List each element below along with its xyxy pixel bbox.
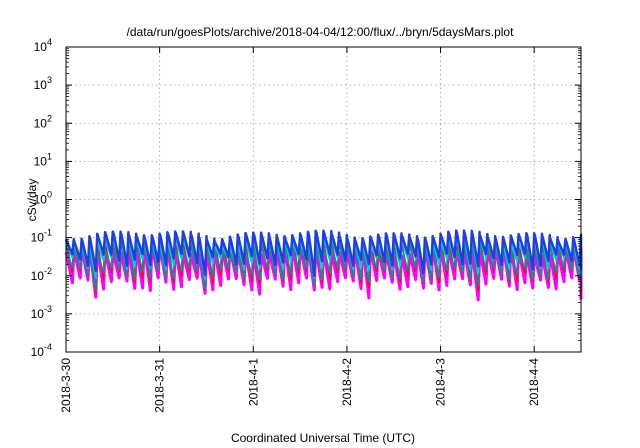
y-axis-label-group: cSv/day [25, 179, 39, 222]
y-tick-label: 103 [34, 75, 52, 92]
y-tick-label: 10-1 [31, 228, 52, 245]
y-axis-label: cSv/day [25, 179, 39, 222]
y-tick-label: 10-3 [31, 304, 52, 321]
grid-lines [65, 46, 581, 353]
y-tick-label: 101 [34, 151, 52, 168]
y-tick-label: 102 [34, 113, 52, 130]
y-tick-label: 10-4 [31, 342, 52, 359]
x-tick-label: 2018-4-4 [527, 358, 541, 406]
y-tick-label: 104 [34, 37, 52, 54]
y-tick-label: 10-2 [31, 266, 52, 283]
x-tick-label: 2018-4-2 [340, 358, 354, 406]
x-tick-label: 2018-4-1 [246, 358, 260, 406]
series-group [64, 229, 583, 302]
series-line-5 [64, 229, 583, 277]
chart-title: /data/run/goesPlots/archive/2018-04-04/1… [127, 25, 515, 39]
x-tick-label: 2018-3-30 [59, 358, 73, 413]
axis-ticks: 10-4 10-3 10-2 10-1 100 101 102 103 104 2018-3-30… [31, 37, 581, 413]
x-axis-label: Coordinated Universal Time (UTC) [231, 431, 415, 445]
x-tick-label: 2018-3-31 [153, 358, 167, 413]
y-tick-label: 100 [34, 190, 52, 207]
x-tick-label: 2018-4-3 [434, 358, 448, 406]
